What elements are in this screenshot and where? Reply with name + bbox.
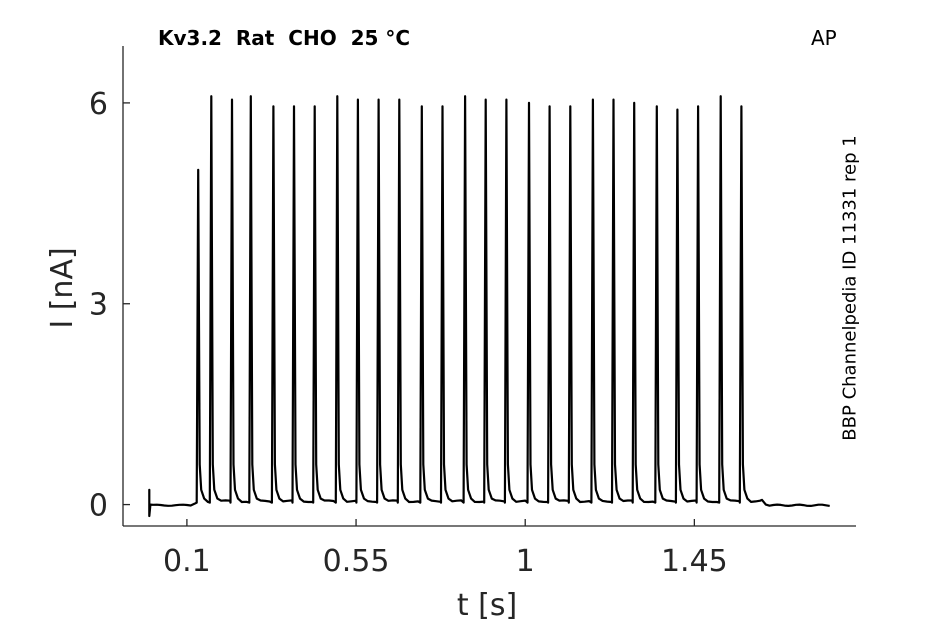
y-tick-label: 6	[89, 87, 108, 122]
x-tick-label: 0.55	[323, 544, 390, 579]
y-ticks: 0 3 6	[89, 87, 130, 524]
y-tick-label: 3	[89, 288, 108, 323]
current-trace	[148, 95, 830, 518]
y-tick-label: 0	[89, 489, 108, 524]
x-tick-label: 0.1	[163, 544, 211, 579]
chart-title: Kv3.2 Rat CHO 25 °C	[158, 26, 411, 50]
y-axis-label: I [nA]	[45, 247, 80, 328]
x-tick-label: 1.45	[661, 544, 728, 579]
x-axis-label: t [s]	[457, 588, 517, 623]
protocol-label: AP	[811, 26, 837, 50]
x-ticks: 0.1 0.55 1 1.45	[163, 519, 728, 579]
trace-layer	[148, 95, 830, 518]
axes	[122, 46, 856, 527]
source-label: BBP Channelpedia ID 11331 rep 1	[839, 135, 861, 441]
x-tick-label: 1	[516, 544, 535, 579]
